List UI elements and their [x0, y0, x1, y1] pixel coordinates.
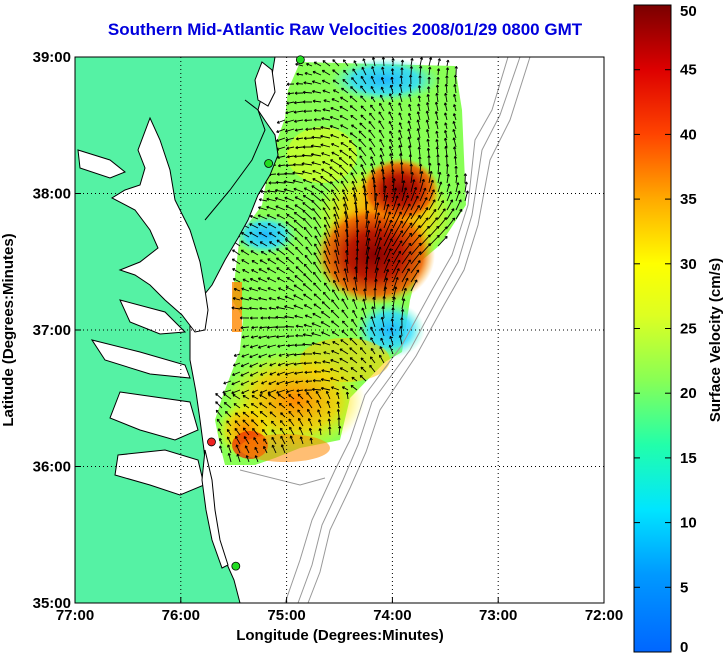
colorbar-tick-label: 20: [680, 385, 697, 402]
bathymetry-contours: [239, 57, 531, 603]
colorbar-tick-label: 50: [680, 3, 697, 20]
colorbar-tick-label: 30: [680, 256, 697, 273]
colorbar-tick-label: 45: [680, 62, 697, 79]
x-tick-label: 76:00: [162, 607, 200, 624]
bays: [77, 61, 276, 569]
x-axis-label: Longitude (Degrees:Minutes): [236, 627, 444, 644]
y-tick-label: 39:00: [33, 49, 71, 66]
x-tick-label: 77:00: [56, 607, 94, 624]
x-tick-label: 72:00: [585, 607, 623, 624]
velocity-vectors: [215, 57, 469, 463]
y-tick-label: 35:00: [33, 595, 71, 612]
y-tick-label: 37:00: [33, 322, 71, 339]
station-markers: [207, 55, 305, 571]
x-axis-ticks: 77:00 76:00 75:00 74:00 73:00 72:00: [56, 597, 623, 624]
x-tick-label: 75:00: [267, 607, 305, 624]
colorbar-tick-label: 25: [680, 321, 697, 338]
y-axis-ticks: 39:00 38:00 37:00 36:00 35:00: [33, 49, 81, 612]
y-tick-label: 36:00: [33, 459, 71, 476]
x-tick-label: 73:00: [479, 607, 517, 624]
map-title: Southern Mid-Atlantic Raw Velocities 200…: [107, 20, 583, 39]
colorbar-tick-label: 15: [680, 450, 697, 467]
y-tick-label: 38:00: [33, 186, 71, 203]
colorbar-tick-label: 0: [680, 639, 688, 656]
grid-lines: [75, 57, 604, 603]
y-axis-label: Latitude (Degrees:Minutes): [0, 233, 17, 426]
station-marker: [264, 159, 274, 168]
colorbar-tick-label: 40: [680, 126, 697, 143]
colorbar-tick-label: 5: [680, 579, 688, 596]
colorbar-tick-label: 35: [680, 191, 697, 208]
station-marker: [295, 55, 305, 65]
x-tick-label: 74:00: [373, 607, 411, 624]
colorbar-label: Surface Velocity (cm/s): [707, 258, 724, 422]
colorbar-tick-label: 10: [680, 515, 697, 532]
station-marker: [207, 437, 216, 447]
station-marker: [231, 561, 241, 571]
